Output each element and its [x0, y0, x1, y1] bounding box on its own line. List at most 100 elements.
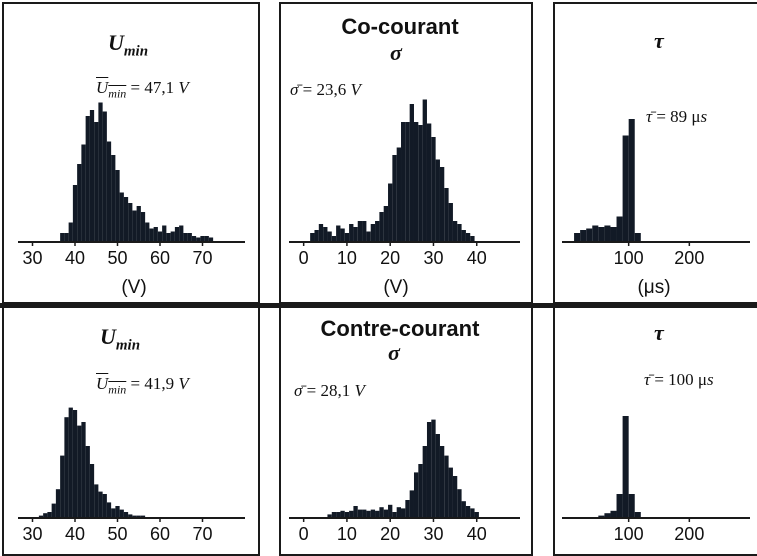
histogram-bar [336, 225, 341, 242]
histogram-bar [128, 514, 133, 518]
histogram-bar [444, 455, 449, 518]
histogram-bar [366, 231, 371, 242]
histogram-bar [435, 434, 440, 518]
histogram-bar [166, 233, 171, 242]
histogram-bar [111, 508, 116, 518]
x-tick-label: 30 [423, 524, 443, 544]
histogram-bar [89, 110, 95, 242]
histogram-bar [81, 144, 86, 242]
histogram-bar [592, 225, 599, 242]
histogram-bar [55, 489, 61, 518]
stat-mean-sigma-bottom: σ̄ = 28,1 V [294, 381, 365, 400]
histogram-bar [204, 236, 209, 242]
histogram-bar [85, 116, 90, 242]
histogram-bar [622, 416, 629, 518]
histogram-bar [388, 183, 393, 242]
histogram-bar [586, 228, 593, 242]
histogram-bar [136, 515, 141, 518]
histogram-bar [119, 192, 124, 242]
var-name-tau-top: τ [654, 28, 664, 53]
var-name-sigma-bottom: σ [388, 340, 400, 365]
histogram-contre-tau: 100 200 [562, 416, 750, 544]
histogram-bar [43, 513, 48, 518]
histogram-bar [111, 155, 116, 242]
histogram-bar [401, 122, 406, 242]
histogram-bar [461, 501, 466, 518]
histogram-bar [81, 422, 86, 518]
histogram-bar [357, 221, 363, 242]
histogram-bar [357, 509, 363, 518]
histogram-bar [598, 227, 605, 242]
histogram-bar [64, 233, 69, 242]
histogram-bar [318, 224, 324, 242]
histogram-bar [435, 159, 440, 242]
histogram-bar [136, 206, 141, 242]
histogram-bar [344, 233, 350, 242]
histogram-bar [162, 225, 167, 242]
histogram-bar [405, 122, 410, 242]
histogram-bar [413, 472, 419, 518]
histogram-bar [72, 185, 78, 242]
histogram-bar [610, 510, 617, 518]
histogram-bar [115, 506, 120, 518]
histogram-bar [340, 510, 345, 518]
x-tick-label: 50 [107, 524, 127, 544]
stat-mean-umin-top: Umin = 47,1 V [96, 78, 189, 101]
histogram-bar [362, 509, 367, 518]
histogram-bar [470, 236, 475, 242]
histogram-bar [191, 236, 197, 242]
row-heading-co-courant: Co-courant [341, 14, 459, 39]
histogram-bar [461, 230, 466, 242]
histogram-bar [452, 476, 458, 518]
x-tick-label: 40 [65, 524, 85, 544]
histogram-bar [370, 509, 376, 518]
histogram-bar [379, 212, 384, 242]
histogram-bar [47, 512, 52, 518]
x-tick-label: 100 [614, 248, 644, 268]
histogram-bar [448, 203, 453, 242]
x-tick-label: 200 [674, 248, 704, 268]
histogram-bar [431, 137, 436, 242]
histogram-bar [388, 504, 393, 518]
histogram-bar [51, 503, 56, 518]
histogram-bar [422, 446, 427, 518]
histogram-bar [392, 155, 397, 242]
histogram-bar [68, 407, 73, 518]
histogram-bar [379, 507, 384, 518]
histogram-bar [628, 494, 635, 518]
histogram-bar [628, 119, 635, 242]
histogram-bar [106, 141, 112, 242]
x-tick-label: 20 [380, 248, 400, 268]
histogram-bar [331, 512, 337, 518]
histogram-bar [140, 212, 146, 242]
histogram-bar [426, 422, 432, 518]
histogram-bar [448, 467, 453, 518]
histogram-bar [401, 508, 406, 518]
x-tick-label: 40 [467, 248, 487, 268]
stat-mean-umin-bottom: Umin = 41,9 V [96, 374, 189, 397]
x-tick-label: 70 [192, 248, 212, 268]
histogram-bar [310, 233, 315, 242]
histogram-contre-umin: 30 40 50 60 70 [18, 407, 245, 544]
histogram-bar [115, 170, 120, 242]
histogram-co-tau: 100 200 [562, 119, 750, 268]
histogram-bar [68, 222, 73, 242]
histogram-bar [102, 494, 107, 518]
histogram-bar [349, 510, 354, 518]
histogram-bar [409, 104, 414, 242]
histogram-bar [170, 231, 175, 242]
x-tick-label: 30 [22, 524, 42, 544]
histogram-bar [77, 164, 82, 242]
x-tick-label: 10 [337, 248, 357, 268]
x-tick-label: 30 [423, 248, 443, 268]
histogram-bar [85, 446, 90, 518]
histogram-bar [77, 425, 82, 518]
var-name-umin-bottom: Umin [100, 324, 141, 354]
histogram-bar [98, 491, 103, 518]
histogram-bar [396, 507, 402, 518]
histogram-bar [208, 237, 214, 242]
histogram-bar [123, 512, 129, 518]
histogram-bar [89, 464, 95, 518]
stat-mean-sigma-top: σ̄ = 23,6 V [290, 80, 361, 99]
